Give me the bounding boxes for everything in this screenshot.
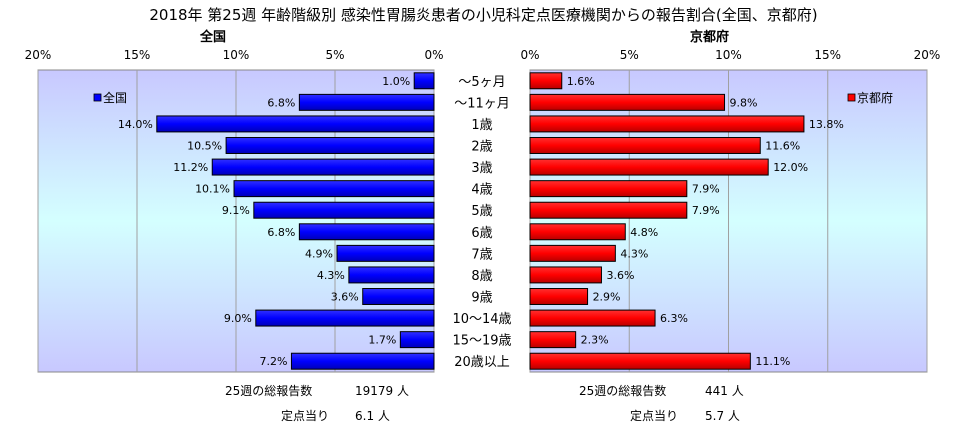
national-data-label: 7.2%	[259, 355, 287, 368]
national-bar	[233, 180, 435, 198]
national-data-label: 14.0%	[118, 118, 153, 131]
national-bar	[255, 309, 435, 327]
national-tick-label: 20%	[25, 48, 52, 62]
kyoto-tick-label: 20%	[914, 48, 941, 62]
national-data-label: 6.8%	[267, 226, 295, 239]
category-label: 15～19歳	[452, 334, 511, 349]
national-data-label: 4.3%	[317, 269, 345, 282]
category-label: 2歳	[471, 140, 492, 155]
kyoto-data-label: 7.9%	[692, 204, 720, 217]
kyoto-data-label: 6.3%	[660, 312, 688, 325]
kyoto-bar	[529, 201, 688, 219]
kyoto-data-label: 3.6%	[606, 269, 634, 282]
kyoto-bar	[529, 288, 589, 305]
kyoto-data-label: 4.8%	[630, 226, 658, 239]
kyoto-bar	[529, 115, 805, 133]
national-data-label: 6.8%	[267, 96, 295, 109]
national-bar	[399, 331, 435, 349]
national-tick-label: 5%	[325, 48, 344, 62]
category-label: 8歳	[471, 269, 492, 284]
kyoto-data-label: 4.3%	[620, 247, 648, 260]
national-bar	[156, 115, 435, 133]
national-bar	[336, 244, 435, 262]
national-bar	[298, 93, 435, 111]
kyoto-data-label: 12.0%	[773, 161, 808, 174]
category-label: 3歳	[471, 161, 492, 176]
category-label: 4歳	[471, 183, 492, 198]
kyoto-data-label: 9.8%	[730, 96, 758, 109]
national-legend-swatch	[93, 93, 102, 102]
national-legend-label: 全国	[103, 90, 127, 105]
national-data-label: 1.0%	[382, 75, 410, 88]
category-label: 6歳	[471, 226, 492, 241]
kyoto-data-label: 2.9%	[593, 291, 621, 304]
national-data-label: 9.0%	[224, 312, 252, 325]
kyoto-bar	[529, 180, 688, 198]
category-label: ～11ヶ月	[454, 96, 510, 111]
national-bar	[225, 137, 435, 154]
kyoto-legend-label: 京都府	[857, 90, 893, 105]
kyoto-bar	[529, 244, 616, 262]
national-bar	[298, 223, 435, 241]
kyoto-bar	[529, 352, 751, 370]
national-data-label: 3.6%	[331, 291, 359, 304]
national-tick-label: 0%	[424, 48, 443, 62]
kyoto-bar	[529, 137, 761, 154]
national-data-label: 9.1%	[222, 204, 250, 217]
kyoto-bar	[529, 309, 656, 327]
kyoto-tick-label: 10%	[715, 48, 742, 62]
chart-title: 2018年 第25週 年齢階級別 感染性胃腸炎患者の小児科定点医療機関からの報告…	[149, 6, 818, 24]
kyoto-per-site-label: 定点当り	[630, 409, 679, 423]
category-label: 10～14歳	[452, 312, 511, 327]
kyoto-tick-label: 0%	[520, 48, 539, 62]
national-bar	[413, 72, 435, 90]
kyoto-bar	[529, 223, 626, 241]
kyoto-bar	[529, 93, 726, 111]
category-label: 9歳	[471, 291, 492, 306]
category-label: ～5ヶ月	[458, 75, 505, 90]
national-bar	[253, 201, 435, 219]
national-total-label: 25週の総報告数	[225, 384, 313, 398]
national-data-label: 1.7%	[368, 334, 396, 347]
national-per-site-label: 定点当り	[281, 409, 330, 423]
national-data-label: 4.9%	[305, 247, 333, 260]
kyoto-bar	[529, 72, 563, 90]
category-label: 7歳	[471, 247, 492, 262]
kyoto-legend-swatch	[847, 93, 856, 102]
category-label: 1歳	[471, 118, 492, 133]
national-bar	[348, 266, 435, 284]
national-bar	[211, 158, 435, 176]
national-tick-label: 10%	[223, 48, 250, 62]
category-label: 20歳以上	[454, 355, 510, 370]
kyoto-total-label: 25週の総報告数	[579, 384, 667, 398]
kyoto-data-label: 2.3%	[581, 334, 609, 347]
kyoto-tick-label: 5%	[620, 48, 639, 62]
kyoto-data-label: 11.1%	[755, 355, 790, 368]
national-data-label: 11.2%	[173, 161, 208, 174]
kyoto-total-value: 441 人	[705, 384, 744, 398]
kyoto-per-site-value: 5.7 人	[705, 409, 740, 423]
national-panel-title: 全国	[200, 30, 227, 45]
national-total-value: 19179 人	[355, 384, 409, 398]
national-per-site-value: 6.1 人	[355, 409, 390, 423]
national-data-label: 10.1%	[195, 183, 230, 196]
category-label: 5歳	[471, 204, 492, 219]
kyoto-bar	[529, 266, 602, 284]
national-tick-label: 15%	[124, 48, 151, 62]
kyoto-tick-label: 15%	[814, 48, 841, 62]
national-bar	[362, 288, 435, 305]
kyoto-bar	[529, 331, 577, 349]
kyoto-data-label: 1.6%	[567, 75, 595, 88]
kyoto-bar	[529, 158, 769, 176]
kyoto-data-label: 13.8%	[809, 118, 844, 131]
national-bar	[290, 352, 435, 370]
national-data-label: 10.5%	[187, 140, 222, 153]
kyoto-data-label: 11.6%	[765, 140, 800, 153]
kyoto-data-label: 7.9%	[692, 183, 720, 196]
kyoto-panel-title: 京都府	[690, 30, 730, 45]
